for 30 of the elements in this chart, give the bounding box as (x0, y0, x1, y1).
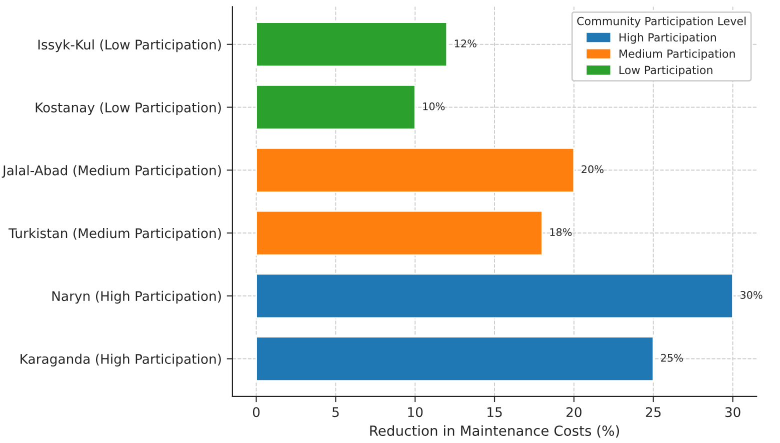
y-tick-label: Karaganda (High Participation) (20, 354, 221, 367)
x-tick-label: 25 (646, 407, 661, 418)
x-tick-label: 5 (332, 407, 339, 418)
bar (256, 22, 448, 68)
y-tick-label: Naryn (High Participation) (52, 290, 221, 304)
bar (256, 147, 575, 193)
x-tick-label: 30 (725, 407, 740, 418)
x-tick-label: 15 (488, 407, 502, 418)
x-tick-label: 20 (566, 407, 582, 418)
x-axis-title: Reduction in Maintenance Costs (%) (370, 425, 619, 438)
y-tick-label: Turkistan (Medium Participation) (8, 228, 221, 241)
legend-label: Low Participation (620, 66, 712, 76)
data-label: 30% (740, 291, 762, 299)
data-label: 25% (661, 354, 683, 362)
bar (256, 84, 416, 130)
legend-title: Community Participation Level (577, 16, 746, 28)
bar (256, 336, 654, 382)
legend-label: Medium Participation (620, 49, 735, 60)
data-label: 10% (423, 102, 445, 110)
x-tick-label: 10 (408, 407, 423, 418)
y-tick-label: Issyk-Kul (Low Participation) (38, 39, 221, 52)
y-tick-label: Kostanay (Low Participation) (36, 102, 221, 116)
y-tick-label: Jalal-Abad (Medium Participation) (2, 165, 221, 178)
bar (256, 210, 543, 256)
data-label: 12% (454, 40, 476, 48)
bar (256, 273, 734, 319)
legend-label: High Participation (620, 32, 716, 44)
data-label: 20% (582, 165, 604, 174)
x-tick-label: 0 (252, 407, 260, 418)
data-label: 18% (550, 228, 572, 236)
